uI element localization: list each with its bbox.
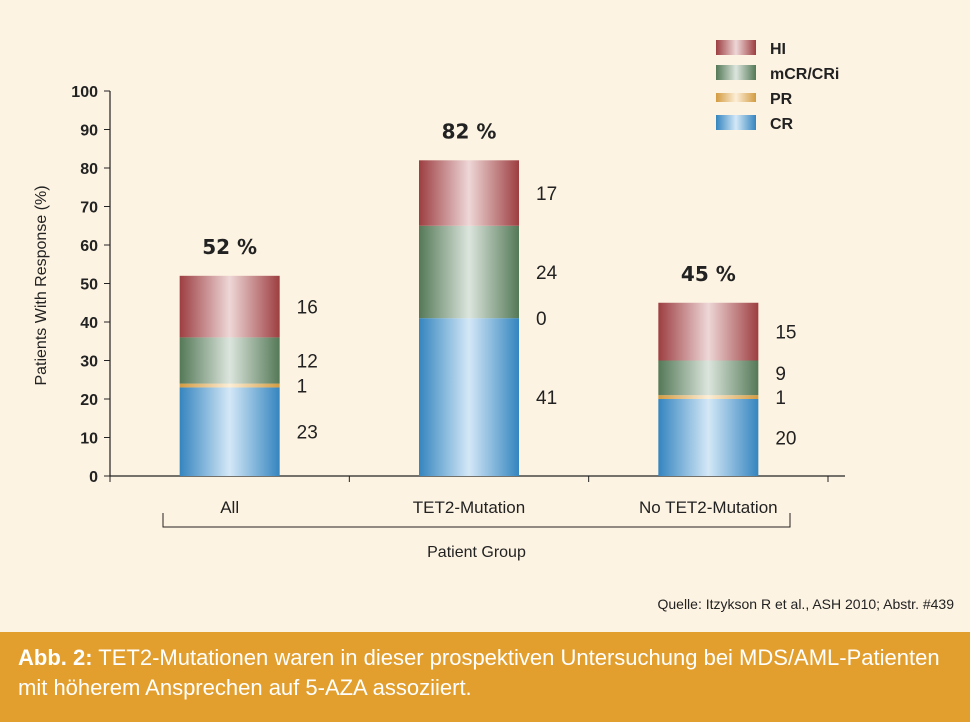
y-axis-label: Patients With Response (%) <box>33 185 50 385</box>
y-tick-label: 10 <box>80 431 98 448</box>
x-tick-label: No TET2-Mutation <box>639 498 778 517</box>
y-tick-label: 50 <box>80 277 98 294</box>
data-label: 1 <box>775 388 786 409</box>
data-label: 16 <box>297 298 318 319</box>
y-tick-label: 80 <box>80 161 98 178</box>
y-tick-label: 90 <box>80 123 98 140</box>
legend-swatch <box>716 93 756 102</box>
y-tick-label: 20 <box>80 392 98 409</box>
data-label: 24 <box>536 263 558 284</box>
x-axis-label: Patient Group <box>427 544 526 561</box>
data-label: 15 <box>775 323 796 344</box>
chart-area: 0 10 20 30 40 50 60 70 80 90 100 23 1 12 16 52 % All 41 0 2… <box>33 40 845 561</box>
y-tick-label: 30 <box>80 354 98 371</box>
stacked-bar-chart: 0 10 20 30 40 50 60 70 80 90 100 23 1 12 16 52 % All 41 0 2… <box>33 40 845 561</box>
bar-segment-pr <box>658 395 759 399</box>
source-note: Quelle: Itzykson R et al., ASH 2010; Abs… <box>657 596 954 612</box>
legend-swatch <box>716 40 756 55</box>
category-bracket <box>162 513 791 528</box>
legend-label: HI <box>770 41 786 58</box>
y-tick-label: 40 <box>80 315 98 332</box>
legend-swatch <box>716 115 756 130</box>
bar-segment-hi <box>419 160 519 226</box>
data-label: 1 <box>297 377 308 398</box>
x-tick-label: TET2-Mutation <box>413 498 525 517</box>
bar-segment-mcr-cri <box>179 337 280 384</box>
data-label: 20 <box>775 429 796 450</box>
legend-swatch <box>716 65 756 80</box>
bar-segment-pr <box>179 383 280 388</box>
data-label: 41 <box>536 388 557 409</box>
data-label: 17 <box>536 184 557 205</box>
y-tick-label: 100 <box>71 84 98 101</box>
total-label: 45 % <box>681 262 736 286</box>
bar-segment-mcr-cri <box>419 225 519 319</box>
bar-segment-cr <box>658 399 759 476</box>
bar-segment-hi <box>179 275 280 338</box>
legend-label: PR <box>770 91 793 108</box>
data-label: 12 <box>297 352 318 373</box>
legend-label: mCR/CRi <box>770 66 839 83</box>
y-tick-label: 0 <box>89 469 98 486</box>
legend-label: CR <box>770 116 794 133</box>
caption-label: Abb. 2: <box>18 645 93 670</box>
figure-caption: Abb. 2: TET2-Mutationen waren in dieser … <box>0 632 970 722</box>
caption-text: TET2-Mutationen waren in dieser prospekt… <box>18 645 940 700</box>
y-tick-label: 70 <box>80 200 98 217</box>
x-tick-label: All <box>220 498 239 517</box>
total-label: 82 % <box>442 119 497 143</box>
y-tick-label: 60 <box>80 238 98 255</box>
data-label: 23 <box>297 423 318 444</box>
bar-segment-hi <box>658 302 759 361</box>
total-label: 52 % <box>202 235 257 259</box>
bar-segment-mcr-cri <box>658 360 759 396</box>
data-label: 0 <box>536 309 547 330</box>
data-label: 9 <box>775 364 786 385</box>
bar-segment-cr <box>419 318 519 476</box>
bar-segment-cr <box>179 387 280 476</box>
